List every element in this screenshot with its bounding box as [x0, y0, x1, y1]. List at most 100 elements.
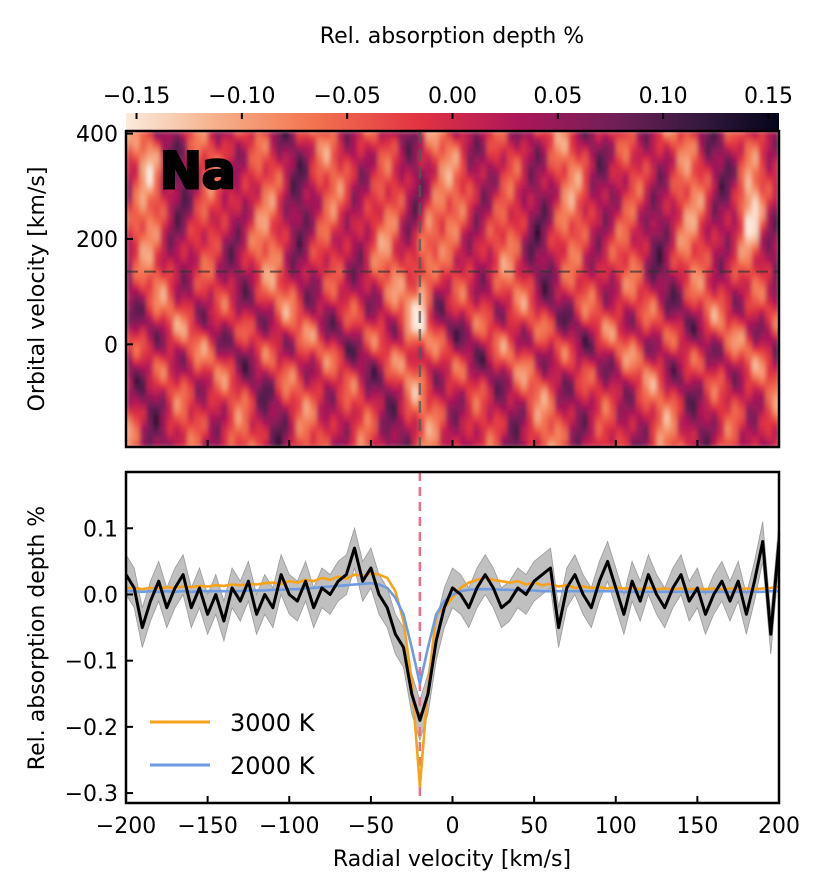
heatmap-cell: [574, 204, 583, 211]
heatmap-cell: [452, 220, 460, 227]
heatmap-cell: [153, 246, 161, 253]
heatmap-cell: [697, 152, 705, 158]
heatmap-cell: [289, 341, 297, 348]
heatmap-cell: [187, 341, 195, 348]
heatmap-cell: [160, 315, 168, 322]
heatmap-cell: [132, 246, 141, 253]
heatmap-cell: [289, 310, 297, 316]
heatmap-cell: [656, 357, 664, 364]
heatmap-cell: [622, 136, 630, 143]
heatmap-cell: [738, 199, 746, 206]
heatmap-cell: [214, 141, 222, 148]
heatmap-cell: [160, 183, 168, 190]
heatmap-cell: [704, 373, 712, 380]
heatmap-cell: [758, 378, 766, 385]
heatmap-cell: [200, 225, 209, 232]
heatmap-cell: [173, 194, 182, 201]
heatmap-cell: [738, 183, 746, 190]
heatmap-cell: [411, 299, 420, 306]
heatmap-cell: [758, 188, 766, 195]
heatmap-cell: [744, 210, 753, 216]
heatmap-cell: [425, 252, 433, 258]
heatmap-cell: [132, 131, 141, 137]
heatmap-cell: [126, 325, 134, 332]
heatmap-cell: [690, 252, 698, 258]
heatmap-cell: [126, 368, 134, 374]
heatmap-cell: [166, 199, 175, 206]
heatmap-cell: [173, 315, 182, 322]
heatmap-cell: [432, 325, 440, 332]
heatmap-cell: [404, 199, 413, 206]
heatmap-cell: [200, 289, 209, 295]
heatmap-cell: [404, 194, 413, 201]
heatmap-cell: [398, 194, 406, 201]
heatmap-cell: [520, 157, 528, 164]
heatmap-cell: [561, 199, 569, 206]
heatmap-cell: [146, 220, 154, 227]
heatmap-cell: [527, 383, 535, 390]
heatmap-cell: [534, 220, 542, 227]
heatmap-cell: [194, 152, 202, 158]
heatmap-cell: [180, 294, 188, 301]
heatmap-cell: [262, 225, 270, 232]
heatmap-cell: [248, 210, 256, 216]
heatmap-cell: [758, 246, 766, 253]
heatmap-cell: [642, 167, 651, 174]
heatmap-cell: [554, 257, 562, 264]
heatmap-cell: [187, 215, 195, 222]
heatmap-cell: [398, 225, 406, 232]
heatmap-cell: [296, 383, 304, 390]
heatmap-cell: [316, 162, 324, 169]
heatmap-cell: [772, 304, 779, 311]
heatmap-cell: [364, 325, 372, 332]
heatmap-cell: [336, 294, 345, 301]
heatmap-cell: [568, 267, 576, 274]
heatmap-cell: [547, 389, 556, 395]
heatmap-cell: [296, 220, 304, 227]
heatmap-cell: [241, 204, 250, 211]
heatmap-cell: [540, 252, 549, 258]
heatmap-cell: [500, 173, 508, 179]
heatmap-cell: [452, 188, 460, 195]
heatmap-cell: [241, 325, 250, 332]
heatmap-cell: [527, 320, 535, 327]
heatmap-cell: [398, 325, 406, 332]
heatmap-cell: [724, 215, 732, 222]
heatmap-cell: [302, 220, 311, 227]
heatmap-cell: [194, 373, 202, 380]
heatmap-cell: [622, 162, 630, 169]
heatmap-cell: [636, 378, 644, 385]
heatmap-cell: [262, 341, 270, 348]
heatmap-cell: [350, 157, 358, 164]
heatmap-cell: [724, 173, 732, 179]
heatmap-cell: [608, 373, 617, 380]
heatmap-cell: [466, 299, 474, 306]
heatmap-cell: [425, 167, 433, 174]
heatmap-cell: [126, 362, 134, 369]
heatmap-cell: [214, 162, 222, 169]
heatmap-cell: [139, 136, 147, 143]
heatmap-cell: [608, 236, 617, 243]
heatmap-cell: [282, 325, 290, 332]
heatmap-cell: [350, 294, 358, 301]
heatmap-cell: [160, 236, 168, 243]
heatmap-cell: [173, 136, 182, 143]
heatmap-cell: [676, 362, 685, 369]
heatmap-cell: [765, 357, 773, 364]
heatmap-cell: [296, 341, 304, 348]
heatmap-cell: [602, 225, 610, 232]
heatmap-cell: [384, 325, 392, 332]
heatmap-cell: [486, 336, 494, 343]
heatmap-cell: [241, 257, 250, 264]
heatmap-cell: [411, 231, 420, 237]
heatmap-cell: [547, 289, 556, 295]
heatmap-cell: [438, 215, 447, 222]
heatmap-cell: [336, 194, 345, 201]
heatmap-cell: [595, 236, 603, 243]
heatmap-cell: [656, 331, 664, 337]
heatmap-cell: [214, 378, 222, 385]
heatmap-cell: [506, 146, 515, 153]
heatmap-cell: [479, 320, 488, 327]
heatmap-cell: [506, 273, 515, 280]
heatmap-cell: [289, 231, 297, 237]
